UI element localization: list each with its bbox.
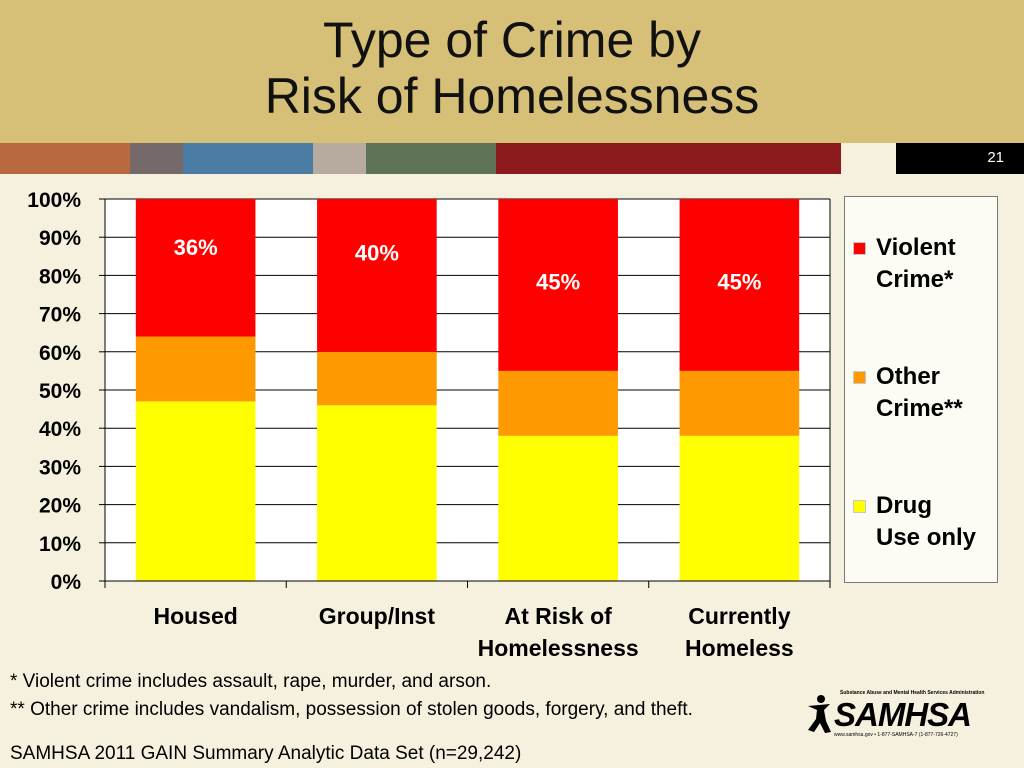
y-tick-label: 90% bbox=[39, 227, 81, 250]
bar-segment bbox=[498, 370, 618, 436]
legend-swatch-other bbox=[853, 371, 866, 384]
legend-label-violent-line1: Violent bbox=[876, 234, 956, 261]
color-stripe bbox=[313, 143, 366, 174]
x-tick-label: Currently bbox=[688, 603, 790, 629]
bar-segment bbox=[317, 199, 437, 352]
color-stripe bbox=[183, 143, 313, 174]
color-stripe bbox=[0, 143, 130, 174]
chart-legend: Violent Crime* Other Crime** Drug Use on… bbox=[844, 196, 998, 583]
legend-label-drug-line1: Drug bbox=[876, 492, 932, 519]
x-tick-label: At Risk of bbox=[504, 603, 612, 629]
data-label: 36% bbox=[174, 235, 218, 260]
x-tick-label: Group/Inst bbox=[319, 603, 436, 629]
legend-label-violent-line2: Crime* bbox=[876, 266, 954, 293]
bar-segment bbox=[498, 199, 618, 371]
bar-segment bbox=[135, 199, 256, 337]
bar-segment bbox=[135, 401, 256, 581]
y-tick-label: 60% bbox=[39, 342, 81, 365]
bar-segment bbox=[679, 370, 800, 436]
y-tick-label: 40% bbox=[39, 418, 81, 441]
legend-label-drug-line2: Use only bbox=[876, 524, 977, 551]
legend-label-other-line2: Crime** bbox=[876, 395, 963, 422]
slide-title: Type of Crime by Risk of Homelessness bbox=[0, 12, 1024, 124]
color-stripe bbox=[130, 143, 183, 174]
bar-segment bbox=[498, 435, 618, 581]
bar-segment bbox=[317, 405, 437, 581]
person-figure-icon bbox=[808, 695, 831, 733]
x-tick-label: Homeless bbox=[685, 635, 794, 661]
y-tick-label: 10% bbox=[39, 533, 81, 556]
y-tick-label: 50% bbox=[39, 380, 81, 403]
x-tick-label: Housed bbox=[153, 603, 237, 629]
title-line-2: Risk of Homelessness bbox=[264, 68, 760, 124]
logo-wordmark: SAMHSA bbox=[834, 696, 972, 733]
stacked-bar-chart: 0% 10% 20% 30% 40% 50% 60% 70% 80% 90% 100% 36% Hous… bbox=[27, 189, 831, 661]
bar-segment bbox=[135, 336, 256, 402]
legend-label-other-line1: Other bbox=[876, 363, 941, 390]
footnote-other-crime: ** Other crime includes vandalism, posse… bbox=[10, 699, 693, 720]
y-tick-label: 20% bbox=[39, 495, 81, 518]
color-stripe bbox=[841, 143, 896, 174]
data-label: 45% bbox=[717, 270, 761, 295]
y-tick-label: 30% bbox=[39, 456, 81, 479]
color-stripe bbox=[496, 143, 841, 174]
bar-segment bbox=[679, 199, 800, 371]
y-tick-label: 70% bbox=[39, 304, 81, 327]
x-tick-label: Homelessness bbox=[478, 635, 639, 661]
bar-segment bbox=[317, 351, 437, 406]
title-band bbox=[0, 0, 1024, 143]
source-note: SAMHSA 2011 GAIN Summary Analytic Data S… bbox=[10, 743, 522, 764]
data-label: 45% bbox=[536, 270, 580, 295]
color-stripe bbox=[366, 143, 496, 174]
y-tick-label: 100% bbox=[27, 189, 81, 212]
y-tick-label: 0% bbox=[51, 571, 82, 594]
y-tick-label: 80% bbox=[39, 265, 81, 288]
footnote-violent-crime: * Violent crime includes assault, rape, … bbox=[10, 671, 492, 692]
samhsa-logo: Substance Abuse and Mental Health Servic… bbox=[806, 690, 1024, 742]
legend-swatch-violent bbox=[853, 242, 866, 255]
bar-segment bbox=[679, 435, 800, 581]
data-label: 40% bbox=[355, 240, 399, 265]
logo-contact: www.samhsa.gov • 1-877-SAMHSA-7 (1-877-7… bbox=[834, 732, 958, 738]
title-line-1: Type of Crime by bbox=[323, 12, 701, 68]
slide-number: 21 bbox=[896, 143, 1024, 174]
logo-org-name: Substance Abuse and Mental Health Servic… bbox=[840, 690, 985, 696]
legend-swatch-drug bbox=[853, 500, 866, 513]
